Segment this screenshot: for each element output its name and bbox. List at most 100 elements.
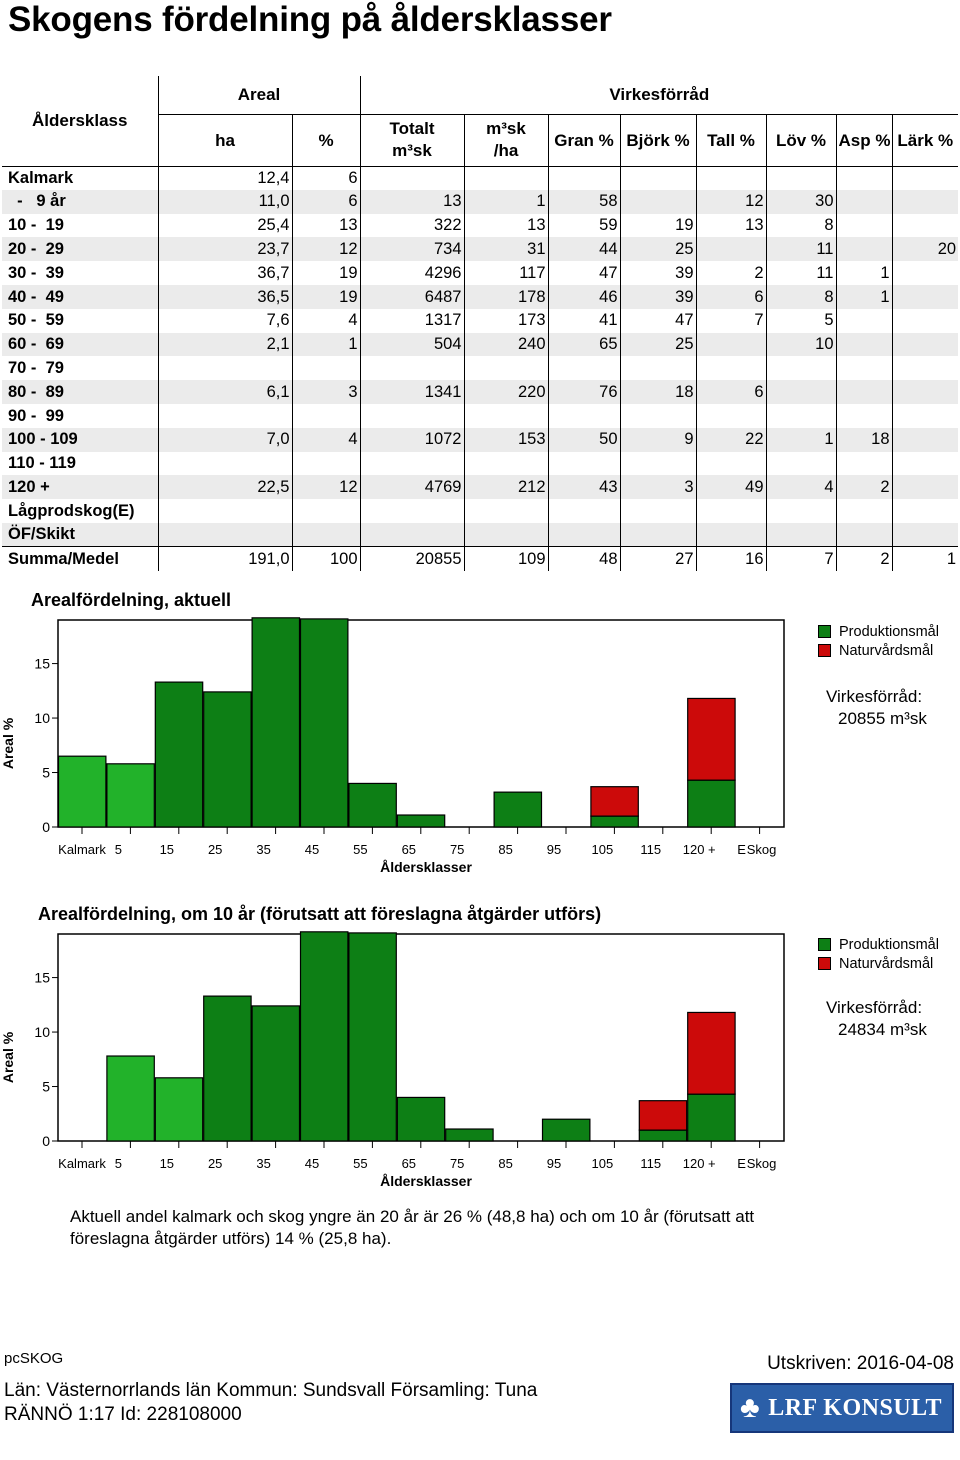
table-cell-m3ha [463, 166, 548, 190]
table-row: ÖF/Skikt [2, 522, 959, 547]
x-tick-label: 115 [640, 1156, 661, 1171]
table-cell-asp [835, 166, 892, 190]
bar-produktion [203, 995, 252, 1142]
table-cell-asp [835, 189, 892, 214]
chart-2-virkesforrad-value: 24834 m³sk [838, 1020, 927, 1039]
table-cell-tot: 1341 [359, 380, 464, 404]
table-cell-lov [765, 403, 836, 428]
header-virkesforrad: Virkesförråd [359, 76, 959, 115]
table-cell-tall: 22 [695, 427, 766, 452]
table-cell-lark [891, 499, 959, 523]
header-aldersklass: Åldersklass [2, 76, 158, 167]
table-cell-tall: 6 [695, 284, 766, 309]
table-row: 70 - 79 [2, 356, 959, 381]
table-cell-bjork [619, 189, 696, 214]
table-cell-label: 90 - 99 [8, 406, 64, 425]
table-cell-m3ha [463, 403, 548, 428]
table-cell-bjork: 39 [619, 284, 696, 309]
table-cell-m3ha: 173 [463, 308, 548, 333]
bar-produktion [154, 681, 204, 828]
x-tick-label: 5 [115, 1156, 122, 1171]
table-cell-tot: 20855 [359, 546, 464, 571]
table-cell-label: Lågprodskog(E) [8, 501, 135, 520]
table-cell-gran: 48 [547, 546, 620, 571]
table-cell-ha: 12,4 [157, 166, 292, 190]
table-row: 40 - 49 36,5 19 6487 178 46 39 6 8 1 [2, 284, 959, 309]
table-cell-pct: 13 [291, 213, 360, 238]
table-cell-label: 110 - 119 [8, 454, 76, 473]
legend-item-naturvard-2: Naturvårdsmål [818, 954, 939, 973]
legend-label-naturvard-2: Naturvårdsmål [839, 955, 934, 972]
header-gran: Gran % [547, 114, 620, 167]
y-axis-label: Areal % [0, 717, 16, 769]
table-cell-asp: 2 [835, 546, 892, 571]
table-cell-label: 100 - 109 [2, 427, 158, 452]
x-tick-label: 95 [547, 842, 561, 857]
table-cell-pct: 6 [291, 166, 360, 190]
table-row: Summa/Medel 191,0 100 20855 109 48 27 16 7 2 1 [2, 546, 959, 571]
table-cell-bjork: 18 [619, 380, 696, 404]
x-tick-label: 45 [305, 842, 319, 857]
table-cell-m3ha: 109 [463, 546, 548, 571]
table-cell-bjork [619, 403, 696, 428]
table-cell-gran: 47 [547, 261, 620, 285]
table-cell-bjork: 19 [619, 213, 696, 238]
table-cell-bjork [619, 356, 696, 381]
x-tick-label: 15 [160, 1156, 174, 1171]
table-cell-asp [835, 522, 892, 547]
table-cell-m3ha [463, 499, 548, 523]
table-cell-gran: 43 [547, 475, 620, 500]
table-row: 10 - 19 25,4 13 322 13 59 19 13 8 [2, 213, 959, 238]
table-cell-label: 80 - 89 [2, 380, 158, 404]
x-tick-label: Kalmark [58, 842, 106, 857]
table-cell-ha [157, 451, 292, 476]
table-cell-lov: 7 [765, 546, 836, 571]
table-cell-label: 30 - 39 [8, 263, 64, 282]
table-cell-lov [765, 356, 836, 381]
table-cell-ha [157, 499, 292, 523]
table-cell-bjork: 3 [619, 475, 696, 500]
table-cell-tot: 4769 [359, 475, 464, 500]
x-tick-label: 45 [305, 1156, 319, 1171]
legend-swatch-produktion [818, 625, 831, 638]
table-cell-tall [695, 499, 766, 523]
bar-naturvard [687, 1011, 736, 1095]
legend-item-produktion: Produktionsmål [818, 622, 939, 641]
table-cell-pct: 19 [291, 261, 360, 285]
table-cell-pct: 1 [291, 332, 360, 357]
x-tick-label: 85 [498, 842, 512, 857]
table-cell-asp [835, 380, 892, 404]
table-row: 20 - 29 23,7 12 734 31 44 25 11 20 [2, 237, 959, 262]
chart-1-title: Arealfördelning, aktuell [31, 590, 232, 610]
header-lov: Löv % [765, 114, 836, 167]
bar-produktion [106, 763, 155, 828]
x-tick-label: E [737, 1156, 746, 1171]
table-cell-label: 60 - 69 [2, 332, 158, 357]
table-cell-lark [891, 475, 959, 500]
table-cell-ha: 36,5 [157, 284, 292, 309]
table-cell-m3ha [463, 522, 548, 547]
table-cell-bjork [619, 451, 696, 476]
table-cell-tot: 6487 [359, 284, 464, 309]
table-cell-bjork: 9 [619, 427, 696, 452]
legend-label-produktion-2: Produktionsmål [839, 936, 939, 953]
table-row: 100 - 109 7,0 4 1072 153 50 9 22 1 18 [2, 427, 959, 452]
chart-2-legend: Produktionsmål Naturvårdsmål [818, 935, 939, 973]
table-row: 120 +22,5 12 4769 212 43 3 49 4 2 [2, 475, 959, 500]
table-cell-tall: 13 [695, 213, 766, 238]
chart-2-virkesforrad-label: Virkesförråd: [826, 998, 923, 1017]
table-cell-gran: 41 [547, 308, 620, 333]
x-axis-label: Åldersklasser [380, 859, 472, 875]
clover-icon: ♣ [740, 1391, 761, 1424]
table-cell-tot: 322 [359, 213, 464, 238]
table-cell-tot: 734 [359, 237, 464, 262]
table-cell-lark [891, 380, 959, 404]
table-cell-pct: 3 [291, 380, 360, 404]
table-cell-asp [835, 237, 892, 262]
header-totalt-unit: m³sk [392, 141, 432, 160]
table-cell-tall [695, 451, 766, 476]
x-axis-label: Åldersklasser [380, 1173, 472, 1189]
table-cell-tot [359, 499, 464, 523]
table-cell-lark [891, 308, 959, 333]
legend-label-naturvard: Naturvårdsmål [839, 642, 934, 659]
